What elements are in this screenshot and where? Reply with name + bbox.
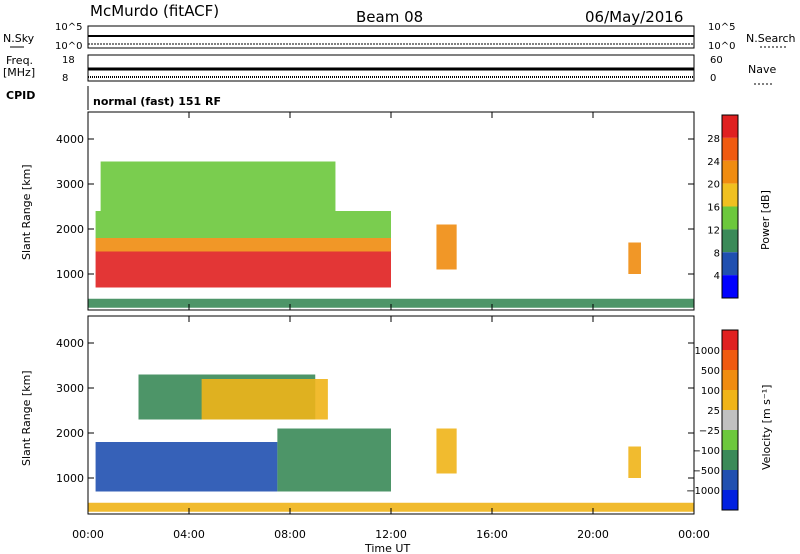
velocity-colorbar-tick-3: 25 — [707, 406, 720, 417]
xtick-label-6: 00:00 — [678, 528, 710, 541]
power-colorbar-tick-2: 12 — [707, 225, 720, 236]
velocity-colorbar-segment-4 — [722, 410, 738, 430]
velocity-region-0 — [95, 442, 278, 492]
power-colorbar-tick-3: 16 — [707, 203, 720, 214]
x-axis-label: Time UT — [364, 542, 410, 554]
power-colorbar-tick-1: 8 — [714, 248, 720, 259]
power-ytick-label-3: 4000 — [56, 133, 84, 146]
velocity-colorbar-segment-5 — [722, 430, 738, 450]
station-title: McMurdo (fitACF) — [90, 2, 219, 20]
power-y-ticks: 1000 2000 3000 4000 — [56, 133, 694, 281]
xtick-label-1: 04:00 — [173, 528, 205, 541]
frequency-panel: Freq. [MHz] 18 8 Nave 60 0 — [3, 54, 776, 85]
power-colorbar-label: Power [dB] — [759, 190, 772, 250]
power-colorbar-tick-4: 20 — [707, 180, 720, 191]
noise-left-tick-top: 10^5 — [55, 22, 82, 33]
power-colorbar-segment-0 — [722, 115, 738, 138]
power-region-5 — [628, 242, 641, 274]
power-colorbar-segment-4 — [722, 206, 738, 230]
velocity-ytick-label-0: 1000 — [56, 472, 84, 485]
velocity-colorbar-tick-6: −500 — [693, 466, 720, 477]
velocity-y-ticks: 1000 2000 3000 4000 — [56, 337, 694, 485]
velocity-ytick-label-3: 4000 — [56, 337, 84, 350]
velocity-colorbar-segment-2 — [722, 370, 738, 390]
power-panel: 1000 2000 3000 4000 Slant Range [km] 4 8 12 16… — [20, 111, 772, 311]
cpid-value: normal (fast) 151 RF — [93, 95, 221, 108]
velocity-panel: 1000 2000 3000 4000 Slant Range [km] 1000 50… — [20, 315, 773, 515]
velocity-ytick-label-2: 3000 — [56, 382, 84, 395]
velocity-ylabel: Slant Range [km] — [20, 370, 33, 466]
velocity-colorbar-segment-3 — [722, 390, 738, 410]
freq-left-tick-bottom: 8 — [62, 73, 68, 84]
noise-right-tick-top: 10^5 — [708, 22, 735, 33]
power-colorbar: 4 8 12 16 20 24 28 — [707, 114, 739, 299]
velocity-colorbar-tick-1: 500 — [701, 366, 720, 377]
xtick-label-4: 16:00 — [476, 528, 508, 541]
cpid-label: CPID — [6, 89, 35, 102]
power-ylabel: Slant Range [km] — [20, 164, 33, 260]
power-region-1 — [95, 238, 391, 252]
power-colorbar-frame — [721, 114, 739, 299]
velocity-colorbar-segment-0 — [722, 330, 738, 350]
power-colorbar-segment-3 — [722, 183, 738, 207]
power-region-2 — [95, 211, 391, 238]
power-ytick-label-2: 3000 — [56, 178, 84, 191]
freq-left-tick-top: 18 — [62, 55, 75, 66]
power-colorbar-segment-6 — [722, 252, 738, 276]
power-colorbar-segment-1 — [722, 137, 738, 161]
velocity-colorbar-tick-7: −1000 — [686, 486, 720, 497]
velocity-heatmap — [88, 374, 694, 512]
velocity-region-5 — [628, 446, 641, 478]
velocity-region-6 — [88, 502, 694, 512]
power-colorbar-segment-5 — [722, 229, 738, 253]
power-region-4 — [436, 224, 457, 270]
freq-right-tick-top: 60 — [710, 55, 723, 66]
power-colorbar-segment-7 — [722, 275, 738, 298]
xtick-label-3: 12:00 — [375, 528, 407, 541]
power-region-6 — [88, 298, 694, 308]
velocity-colorbar-segment-1 — [722, 350, 738, 370]
power-colorbar-segment-2 — [722, 160, 738, 184]
velocity-colorbar-tick-0: 1000 — [695, 346, 720, 357]
power-ytick-label-0: 1000 — [56, 268, 84, 281]
freq-label-1: Freq. — [6, 54, 33, 67]
x-axis: 00:00 04:00 08:00 12:00 16:00 20:00 00:00 — [72, 112, 710, 541]
xtick-label-5: 20:00 — [577, 528, 609, 541]
velocity-region-3 — [201, 379, 328, 420]
noise-right-tick-bottom: 10^0 — [708, 41, 735, 52]
xtick-label-2: 08:00 — [274, 528, 306, 541]
power-region-3 — [100, 161, 336, 211]
velocity-colorbar-tick-4: −25 — [699, 426, 720, 437]
power-colorbar-tick-5: 24 — [707, 157, 720, 168]
velocity-colorbar-tick-2: 100 — [701, 386, 720, 397]
date-title: 06/May/2016 — [585, 8, 683, 26]
velocity-ytick-label-1: 2000 — [56, 427, 84, 440]
noise-panel: N.Sky 10^5 10^0 N.Search 10^5 10^0 — [3, 22, 796, 52]
velocity-colorbar-label: Velocity [m s⁻¹] — [760, 385, 773, 470]
cpid-row: CPID normal (fast) 151 RF — [6, 86, 221, 110]
power-colorbar-tick-6: 28 — [707, 134, 720, 145]
noise-right-label: N.Search — [746, 32, 796, 45]
noise-left-label: N.Sky — [3, 32, 35, 45]
nave-label: Nave — [748, 63, 776, 76]
velocity-colorbar-tick-5: −100 — [693, 446, 720, 457]
velocity-region-4 — [436, 428, 457, 474]
power-region-0 — [95, 251, 391, 288]
velocity-colorbar-segment-7 — [722, 470, 738, 490]
noise-left-tick-bottom: 10^0 — [55, 41, 82, 52]
velocity-colorbar-segment-8 — [722, 490, 738, 510]
power-ytick-label-1: 2000 — [56, 223, 84, 236]
freq-label-2: [MHz] — [3, 66, 35, 79]
freq-right-tick-bottom: 0 — [710, 73, 716, 84]
power-colorbar-tick-0: 4 — [714, 271, 720, 282]
velocity-colorbar-segment-6 — [722, 450, 738, 470]
velocity-colorbar: 1000 500 100 25 −25 −100 −500 −1000 — [686, 329, 739, 511]
beam-title: Beam 08 — [356, 8, 423, 26]
power-heatmap — [88, 161, 694, 308]
velocity-region-1 — [277, 428, 391, 492]
velocity-colorbar-frame — [721, 329, 739, 511]
xtick-label-0: 00:00 — [72, 528, 104, 541]
